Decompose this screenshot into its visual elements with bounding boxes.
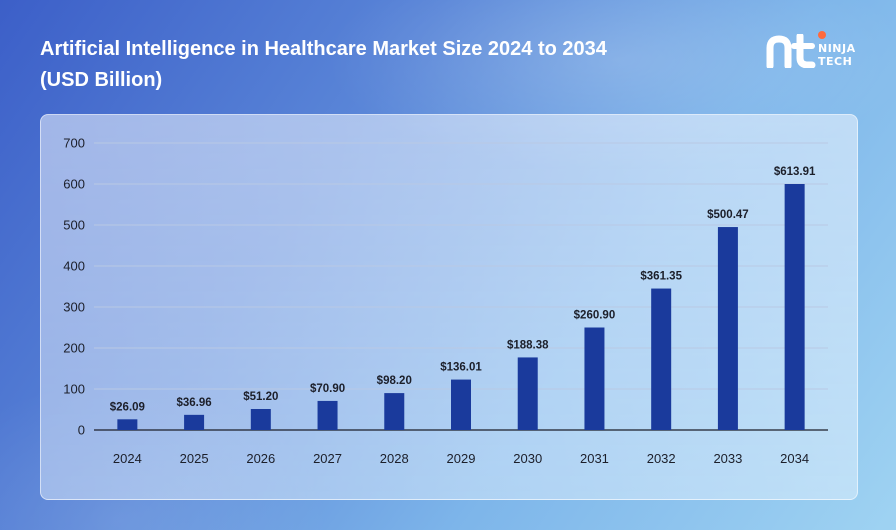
x-tick-label: 2029 — [447, 451, 476, 466]
logo-accent-dot — [818, 31, 826, 39]
bar-chart: 0 100 200 300 400 500 600 700 $26.09 2024 $36.96 20… — [63, 136, 828, 466]
x-tick-label: 2031 — [580, 451, 609, 466]
data-label: $500.47 — [707, 209, 749, 221]
bar — [517, 357, 538, 430]
bar — [317, 400, 338, 430]
y-tick-label: 300 — [63, 300, 85, 315]
x-tick-label: 2032 — [647, 451, 676, 466]
x-tick-label: 2025 — [180, 451, 209, 466]
x-tick-label: 2034 — [780, 451, 809, 466]
y-tick-label: 0 — [78, 423, 85, 438]
x-tick-label: 2027 — [313, 451, 342, 466]
y-tick-label: 500 — [63, 218, 85, 233]
chart-title-line-1: Artificial Intelligence in Healthcare Ma… — [40, 38, 607, 60]
bar — [250, 409, 271, 430]
bar — [184, 414, 205, 430]
x-tick-label: 2030 — [513, 451, 542, 466]
y-tick-label: 100 — [63, 382, 85, 397]
data-label: $70.90 — [310, 383, 345, 395]
x-tick-label: 2033 — [713, 451, 742, 466]
bar — [117, 419, 138, 430]
ninja-tech-logo: NINJA TECH — [766, 30, 876, 74]
nt-logo-mark-icon — [766, 34, 816, 68]
bar — [784, 184, 805, 430]
data-label: $188.38 — [507, 339, 549, 351]
chart-panel: 0 100 200 300 400 500 600 700 $26.09 2024 $36.96 20… — [40, 114, 858, 500]
chart-title: Artificial Intelligence in Healthcare Ma… — [40, 34, 680, 96]
bar — [384, 393, 405, 430]
y-tick-label: 600 — [63, 177, 85, 192]
bar — [717, 227, 738, 430]
x-tick-label: 2028 — [380, 451, 409, 466]
y-tick-label: 700 — [63, 136, 85, 151]
data-label: $260.90 — [574, 310, 616, 322]
x-tick-label: 2024 — [113, 451, 142, 466]
data-label: $51.20 — [243, 391, 278, 403]
logo-text-tech: TECH — [818, 55, 853, 68]
bar — [584, 327, 605, 430]
data-label: $36.96 — [176, 397, 211, 409]
data-label: $98.20 — [377, 375, 412, 387]
x-tick-label: 2026 — [246, 451, 275, 466]
y-tick-label: 200 — [63, 341, 85, 356]
bar — [651, 288, 672, 430]
chart-title-line-2: (USD Billion) — [40, 69, 163, 91]
y-tick-label: 400 — [63, 259, 85, 274]
data-label: $613.91 — [774, 166, 816, 178]
logo-text-ninja: NINJA — [818, 42, 856, 55]
data-label: $136.01 — [440, 362, 482, 374]
data-label: $26.09 — [110, 401, 145, 413]
bar — [451, 379, 471, 430]
data-label: $361.35 — [640, 271, 682, 283]
